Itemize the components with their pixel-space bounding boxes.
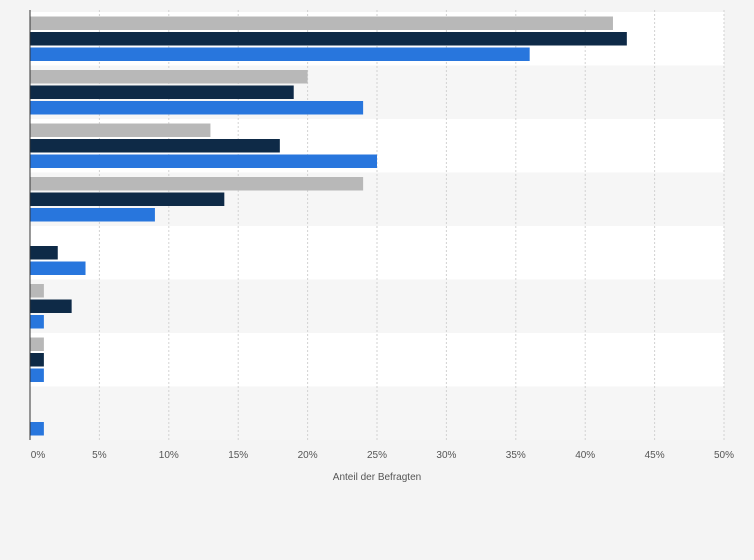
x-tick-label: 20% (298, 450, 318, 461)
bar (30, 139, 280, 153)
bar (30, 284, 44, 298)
x-axis-label: Anteil der Befragten (333, 472, 421, 483)
x-tick-label: 5% (92, 450, 107, 461)
bar (30, 123, 211, 137)
chart-area: 0% 5% 10% 15% 20% 25% 30% 35% 40% 45% 50% Anteil d… (29, 10, 734, 483)
x-tick-labels: 0% 5% 10% 15% 20% 25% 30% 35% 40% 45% 50% (31, 450, 734, 461)
bar (30, 101, 364, 115)
bar-chart: 0% 5% 10% 15% 20% 25% 30% 35% 40% 45% 50% Anteil d… (29, 10, 734, 483)
x-tick-label: 0% (31, 450, 46, 461)
bar (30, 47, 530, 61)
x-tick-label: 50% (714, 450, 734, 461)
bar (30, 315, 44, 329)
x-tick-label: 35% (506, 450, 526, 461)
bar (30, 192, 225, 206)
bar (30, 337, 44, 351)
bars-group (30, 16, 627, 436)
bar (30, 261, 86, 275)
x-tick-label: 15% (228, 450, 248, 461)
bar (30, 422, 44, 436)
x-tick-label: 40% (575, 450, 595, 461)
bar (30, 70, 308, 84)
x-tick-label: 10% (159, 450, 179, 461)
x-tick-label: 30% (436, 450, 456, 461)
x-tick-label: 45% (645, 450, 665, 461)
bar (30, 353, 44, 367)
bar (30, 368, 44, 382)
bar (30, 177, 364, 191)
x-tick-label: 25% (367, 450, 387, 461)
bar (30, 299, 72, 313)
bar (30, 154, 377, 168)
bar (30, 16, 613, 30)
bar (30, 32, 627, 46)
bar (30, 208, 155, 222)
bar (30, 246, 58, 260)
bar (30, 85, 294, 99)
